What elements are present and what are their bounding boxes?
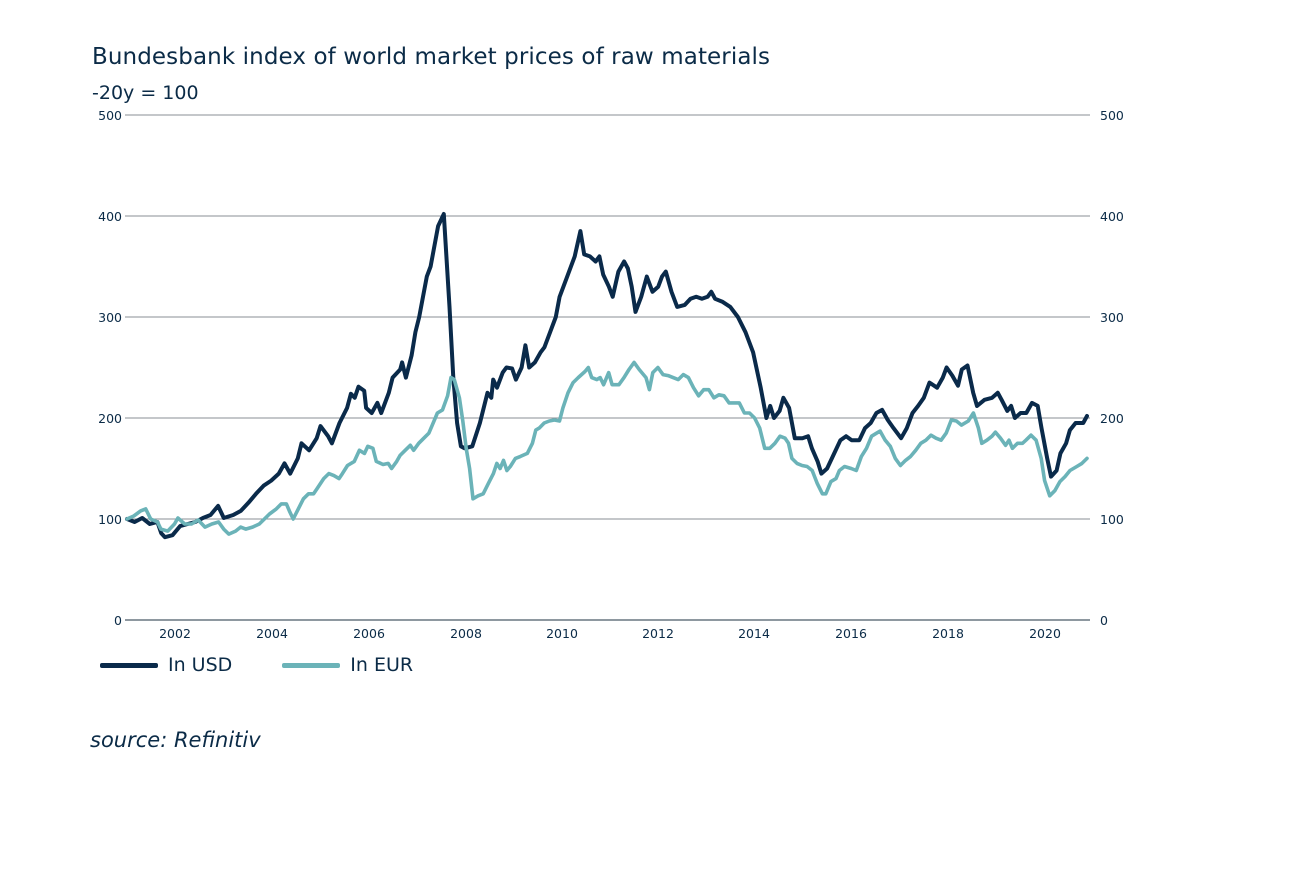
legend-label-eur: In EUR (350, 654, 414, 676)
x-tick-2002: 2002 (159, 626, 191, 641)
y-tick-left-500: 500 (98, 108, 122, 123)
x-tick-2006: 2006 (353, 626, 385, 641)
x-tick-2018: 2018 (932, 626, 964, 641)
legend-swatch-eur (282, 662, 341, 668)
series-line-usd (125, 212, 1089, 540)
source-note: source: Refinitiv (90, 728, 261, 752)
x-tick-2004: 2004 (256, 626, 288, 641)
y-tick-right-500: 500 (1100, 108, 1124, 123)
y-tick-right-400: 400 (1100, 209, 1124, 224)
series-line-eur (125, 360, 1089, 536)
y-tick-right-200: 200 (1100, 411, 1124, 426)
chart-legend: In USD In EUR (100, 652, 463, 678)
y-tick-right-0: 0 (1100, 613, 1108, 628)
y-tick-right-100: 100 (1100, 512, 1124, 527)
x-tick-2014: 2014 (738, 626, 770, 641)
y-tick-right-300: 300 (1100, 310, 1124, 325)
x-tick-2016: 2016 (835, 626, 867, 641)
chart-subtitle: -20y = 100 (92, 82, 199, 104)
legend-swatch-usd (100, 662, 158, 668)
y-tick-left-100: 100 (98, 512, 122, 527)
chart-title: Bundesbank index of world market prices … (92, 44, 771, 70)
y-tick-left-0: 0 (114, 613, 122, 628)
legend-label-usd: In USD (168, 654, 233, 676)
y-tick-left-400: 400 (98, 209, 122, 224)
x-tick-2020: 2020 (1029, 626, 1061, 641)
legend-item-usd: In USD (100, 654, 232, 676)
legend-item-eur: In EUR (282, 654, 413, 676)
x-tick-2010: 2010 (546, 626, 578, 641)
y-tick-left-300: 300 (98, 310, 122, 325)
x-tick-2008: 2008 (450, 626, 482, 641)
y-tick-left-200: 200 (98, 411, 122, 426)
x-tick-2012: 2012 (642, 626, 674, 641)
